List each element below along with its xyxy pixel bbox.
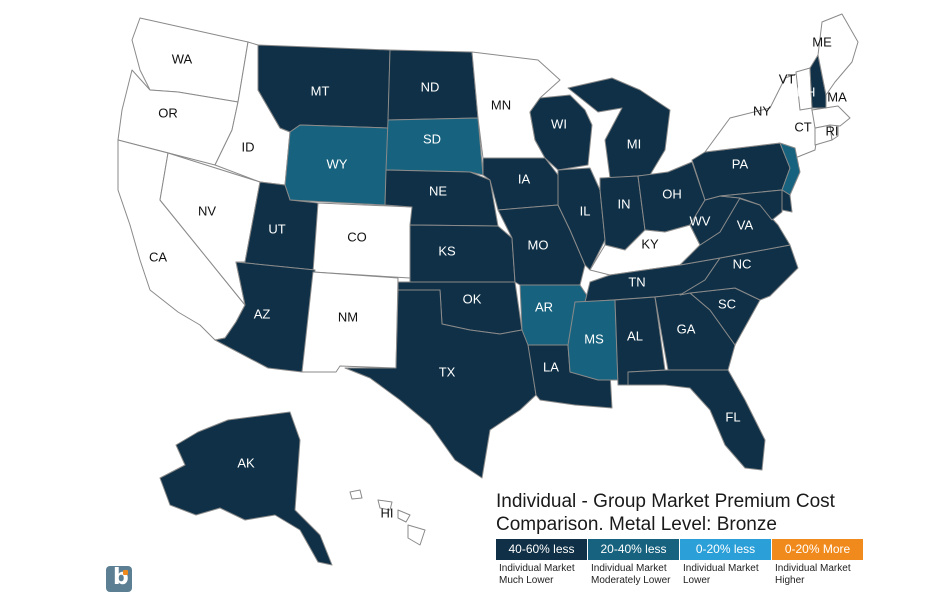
state-label-ne: NE [429,183,447,198]
state-label-pa: PA [732,156,749,171]
legend-desc-line: Lower [683,575,711,586]
state-label-mo: MO [528,237,549,252]
state-label-hi: HI [381,505,394,520]
legend-item-moderately-lower: 20-40% less Individual Market Moderately… [588,539,680,587]
state-label-nd: ND [421,79,440,94]
legend-desc-line: Individual Market [775,563,851,574]
legend-desc-lower: Individual Market Lower [680,563,772,587]
legend-item-higher: 0-20% More Individual Market Higher [772,539,864,587]
state-label-ca: CA [149,249,167,264]
state-label-or: OR [158,105,178,120]
brand-logo-icon: b [106,565,132,592]
legend: 40-60% less Individual Market Much Lower… [496,539,864,587]
state-label-nj: NJ [798,154,814,169]
state-label-nm: NM [338,309,358,324]
legend-swatch-higher: 0-20% More [772,539,864,560]
state-label-ia: IA [518,171,531,186]
state-label-id: ID [242,139,255,154]
title-line-1: Individual - Group Market Premium Cost [496,491,835,512]
state-label-nh: NH [797,84,816,99]
state-label-al: AL [627,328,643,343]
map-title: Individual - Group Market Premium Cost C… [496,490,876,536]
state-label-wi: WI [551,116,567,131]
legend-desc-line: Individual Market [683,563,759,574]
state-label-mi: MI [627,136,641,151]
state-me[interactable] [817,13,859,96]
state-label-ok: OK [463,291,482,306]
legend-desc-line: Moderately Lower [591,575,671,586]
state-label-ms: MS [584,331,604,346]
state-nh[interactable] [809,54,827,109]
state-label-la: LA [543,359,559,374]
state-ks[interactable] [409,224,516,283]
state-label-tn: TN [628,274,645,289]
state-ak[interactable] [159,411,333,566]
legend-desc-line: Much Lower [499,575,554,586]
state-md[interactable] [719,189,783,221]
state-label-ky: KY [641,236,659,251]
state-labels: WA OR CA ID NV MT WY UT CO AZ NM ND SD NE KS OK TX MN IA MO… [149,34,847,520]
title-line-2: Comparison. Metal Level: Bronze [496,514,777,535]
legend-desc-higher: Individual Market Higher [772,563,864,587]
state-label-sc: SC [718,296,736,311]
state-label-co: CO [347,229,367,244]
state-label-vt: VT [779,71,796,86]
state-label-md: MD [792,204,812,219]
state-ma[interactable] [811,105,851,129]
legend-swatch-moderately-lower: 20-40% less [588,539,680,560]
state-label-il: IL [580,203,591,218]
state-label-ri: RI [826,123,839,138]
state-label-nv: NV [198,203,216,218]
state-hi[interactable] [349,489,426,546]
state-label-ma: MA [827,89,847,104]
logo-letter: b [113,565,129,590]
legend-swatch-lower: 0-20% less [680,539,772,560]
logo-accent [123,570,128,575]
state-label-mt: MT [311,83,330,98]
state-label-ut: UT [268,221,285,236]
legend-desc-line: Individual Market [591,563,667,574]
state-label-de: DE [795,181,813,196]
legend-desc-moderately-lower: Individual Market Moderately Lower [588,563,680,587]
state-label-wv: WV [690,213,711,228]
state-fl[interactable] [627,369,766,471]
state-label-tx: TX [439,364,456,379]
state-label-az: AZ [254,306,271,321]
state-label-nc: NC [733,256,752,271]
legend-desc-line: Higher [775,575,805,586]
state-label-va: VA [737,217,754,232]
state-label-sd: SD [423,131,441,146]
state-label-ct: CT [794,119,811,134]
legend-item-much-lower: 40-60% less Individual Market Much Lower [496,539,588,587]
state-label-fl: FL [725,409,740,424]
state-label-ar: AR [535,299,553,314]
state-label-wa: WA [172,51,193,66]
state-label-wy: WY [327,156,348,171]
state-nm[interactable] [301,271,399,373]
legend-item-lower: 0-20% less Individual Market Lower [680,539,772,587]
legend-swatch-much-lower: 40-60% less [496,539,588,560]
state-tx[interactable] [344,289,537,479]
state-wi[interactable] [529,94,593,171]
state-label-me: ME [812,34,832,49]
state-label-ga: GA [677,321,696,336]
state-label-ak: AK [237,455,255,470]
state-label-in: IN [618,196,631,211]
state-label-ks: KS [438,243,456,258]
state-label-ny: NY [753,103,771,118]
state-label-mn: MN [491,97,511,112]
state-label-oh: OH [662,186,682,201]
legend-desc-much-lower: Individual Market Much Lower [496,563,588,587]
state-sd[interactable] [385,117,484,176]
legend-desc-line: Individual Market [499,563,575,574]
